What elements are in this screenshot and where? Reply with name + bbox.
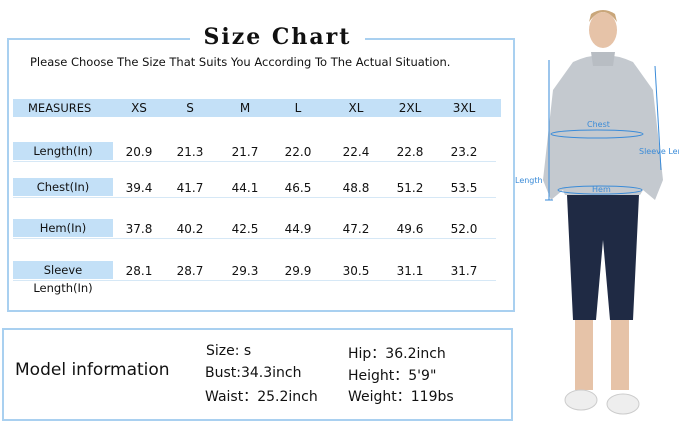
header-size: S [186,101,194,115]
row-label: Chest(In) [13,178,113,196]
page-title: Size Chart [203,24,352,50]
model-bust: Bust:34.3inch [205,365,302,381]
header-size: XS [131,101,147,115]
table-cell: 39.4 [125,181,153,195]
model-head [589,12,617,48]
chest-annotation: Chest [587,120,610,129]
header-measures: MEASURES [28,101,92,115]
subtitle: Please Choose The Size That Suits You Ac… [30,55,451,69]
header-size: M [239,101,251,115]
table-cell: 20.9 [125,145,153,159]
header-size: XL [348,101,364,115]
table-cell: 49.6 [396,222,424,236]
left-leg [575,320,593,390]
row-divider [13,161,496,162]
model-info-frame [2,328,513,421]
header-size: L [294,101,302,115]
shorts [567,195,639,320]
table-cell: 22.8 [396,145,424,159]
right-shoe [606,393,640,415]
table-cell: 44.9 [284,222,312,236]
table-cell: 21.7 [231,145,259,159]
table-cell: 29.3 [231,264,259,278]
table-cell: 29.9 [284,264,312,278]
table-cell: 40.2 [176,222,204,236]
sweatshirt [543,55,663,200]
right-leg [611,320,629,390]
header-size: 2XL [398,101,422,115]
left-shoe [564,389,598,411]
table-cell: 41.7 [176,181,204,195]
table-cell: 23.2 [450,145,478,159]
table-cell: 44.1 [231,181,259,195]
table-cell: 48.8 [342,181,370,195]
model-size: Size: s [206,343,252,359]
row-label: Length(In) [13,142,113,160]
table-cell: 31.7 [450,264,478,278]
table-cell: 31.1 [396,264,424,278]
table-cell: 47.2 [342,222,370,236]
row-label: Sleeve Length(In) [13,261,113,295]
collar [591,52,615,66]
table-cell: 53.5 [450,181,478,195]
table-cell: 37.8 [125,222,153,236]
table-cell: 28.7 [176,264,204,278]
table-cell: 42.5 [231,222,259,236]
table-cell: 28.1 [125,264,153,278]
model-hip: Hip：36.2inch [348,346,446,362]
model-weight: Weight：119bs [348,389,454,405]
model-photo: Chest Sleeve Length Length Hem [515,10,679,415]
table-cell: 30.5 [342,264,370,278]
table-cell: 52.0 [450,222,478,236]
model-height: Height：5'9" [348,368,437,384]
row-divider [13,197,496,198]
sleeve-annotation: Sleeve Length [639,147,679,156]
table-cell: 46.5 [284,181,312,195]
model-heading: Model information [15,360,170,380]
header-size: 3XL [452,101,476,115]
model-hair [589,10,617,22]
length-annotation: Length [515,176,543,185]
row-divider [13,280,496,281]
table-cell: 22.4 [342,145,370,159]
table-cell: 22.0 [284,145,312,159]
row-label: Hem(In) [13,219,113,237]
row-divider [13,238,496,239]
table-cell: 51.2 [396,181,424,195]
title-backdrop [190,26,365,52]
table-header-band [13,99,501,117]
table-cell: 21.3 [176,145,204,159]
hem-annotation: Hem [592,185,611,194]
model-waist: Waist：25.2inch [205,389,318,405]
